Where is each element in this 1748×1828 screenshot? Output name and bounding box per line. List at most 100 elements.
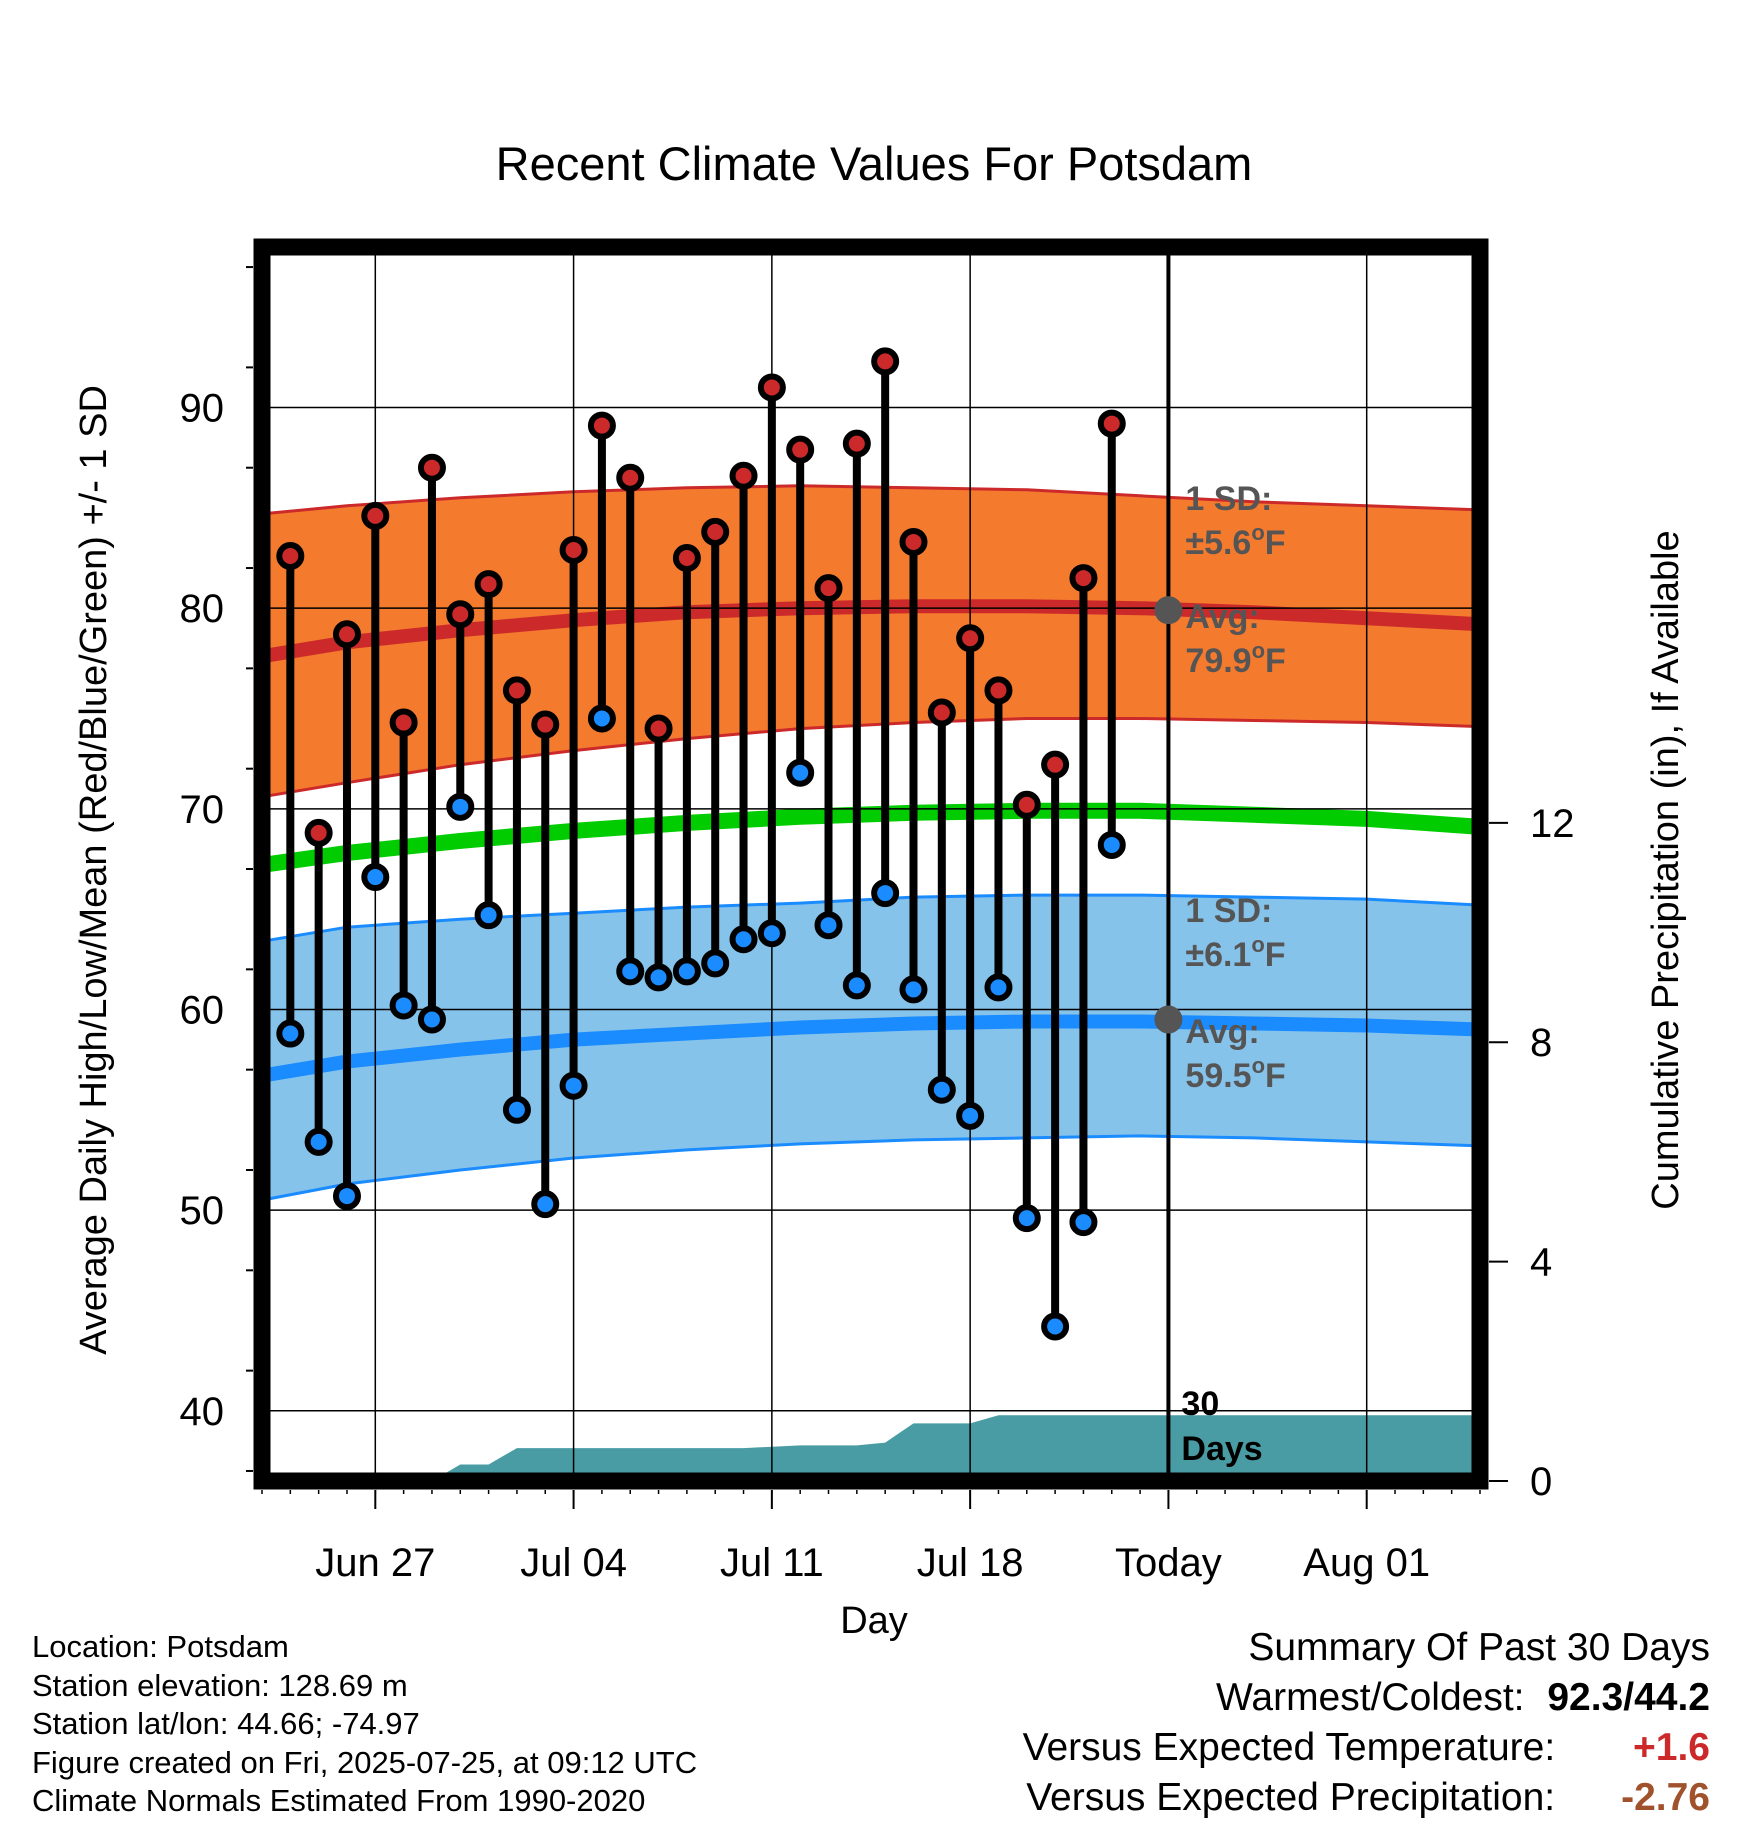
temp-label: Versus Expected Temperature: xyxy=(1022,1726,1556,1769)
daily-high-point xyxy=(956,624,985,653)
daily-high-point xyxy=(304,818,333,847)
daily-high-point xyxy=(559,535,588,564)
daily-low-point xyxy=(616,957,645,986)
summary-temp: Versus Expected Temperature: +1.6 xyxy=(1023,1723,1710,1773)
daily-high-point xyxy=(871,347,900,376)
daily-low-point xyxy=(842,971,871,1000)
daily-low-point xyxy=(729,925,758,954)
daily-high-point xyxy=(446,600,475,629)
days-unit-label: Days xyxy=(1181,1430,1262,1468)
precipitation-area xyxy=(262,1415,1480,1481)
daily-high-point xyxy=(672,544,701,573)
low-sd-value: ±6.1oF xyxy=(1185,932,1285,974)
daily-low-point xyxy=(757,919,786,948)
daily-low-point xyxy=(531,1190,560,1219)
daily-high-point xyxy=(729,461,758,490)
low-average-marker xyxy=(1154,1005,1183,1034)
info-location: Location: Potsdam xyxy=(32,1629,289,1664)
high-sd-band xyxy=(262,485,1480,797)
daily-high-point xyxy=(474,570,503,599)
x-tick-label: Jul 18 xyxy=(917,1541,1024,1585)
y-tick-label: 70 xyxy=(180,788,225,832)
x-tick-label: Today xyxy=(1115,1541,1222,1585)
x-tick-label: Jul 04 xyxy=(520,1541,627,1585)
daily-high-point xyxy=(531,710,560,739)
daily-low-point xyxy=(927,1075,956,1104)
y-tick-label: 50 xyxy=(180,1189,225,1233)
daily-low-point xyxy=(417,1005,446,1034)
average-low-line xyxy=(260,1014,1481,1083)
x-tick-label: Jul 11 xyxy=(720,1541,824,1585)
daily-high-point xyxy=(389,708,418,737)
daily-low-point xyxy=(1097,830,1126,859)
daily-low-point xyxy=(1069,1208,1098,1237)
daily-high-point xyxy=(757,373,786,402)
summary-precip: Versus Expected Precipitation: -2.76 xyxy=(1023,1773,1710,1823)
daily-low-point xyxy=(814,911,843,940)
daily-high-point xyxy=(502,676,531,705)
low-lower-sd-line xyxy=(261,1134,1481,1202)
y2-tick-label: 8 xyxy=(1530,1021,1552,1065)
daily-high-point xyxy=(276,542,305,571)
low-avg-value: 59.5oF xyxy=(1185,1053,1285,1095)
y-tick-label: 90 xyxy=(180,387,225,431)
precip-label: Versus Expected Precipitation: xyxy=(1026,1776,1556,1819)
daily-low-point xyxy=(899,975,928,1004)
daily-low-point xyxy=(332,1182,361,1211)
high-avg-value: 79.9oF xyxy=(1185,638,1285,680)
daily-low-point xyxy=(786,758,815,787)
info-elevation: Station elevation: 128.69 m xyxy=(32,1667,408,1703)
daily-low-point xyxy=(644,963,673,992)
daily-low-point xyxy=(361,863,390,892)
daily-high-point xyxy=(332,620,361,649)
daily-low-point xyxy=(559,1071,588,1100)
days-count-label: 30 xyxy=(1181,1385,1219,1423)
grid-lines xyxy=(262,247,1480,1481)
x-tick-label: Aug 01 xyxy=(1303,1541,1430,1585)
precip-value: -2.76 xyxy=(1621,1776,1710,1819)
low-sd-band xyxy=(262,895,1480,1201)
daily-low-point xyxy=(984,973,1013,1002)
daily-high-point xyxy=(616,463,645,492)
daily-low-point xyxy=(701,949,730,978)
summary-title: Summary Of Past 30 Days xyxy=(1248,1626,1710,1669)
daily-low-point xyxy=(871,879,900,908)
daily-low-point xyxy=(502,1095,531,1124)
low-avg-label: Avg: xyxy=(1185,1013,1259,1051)
chart-title: Recent Climate Values For Potsdam xyxy=(496,137,1253,190)
y2-tick-label: 12 xyxy=(1530,802,1575,846)
daily-low-point xyxy=(1041,1312,1070,1341)
plot-frame xyxy=(253,238,1489,1490)
daily-low-point xyxy=(389,991,418,1020)
daily-high-point xyxy=(1097,409,1126,438)
daily-low-point xyxy=(672,957,701,986)
daily-high-point xyxy=(927,698,956,727)
info-latlon: Station lat/lon: 44.66; -74.97 xyxy=(32,1706,420,1741)
daily-high-point xyxy=(786,435,815,464)
y-tick-label: 80 xyxy=(180,587,225,631)
daily-high-point xyxy=(1012,790,1041,819)
daily-high-point xyxy=(1069,564,1098,593)
daily-high-point xyxy=(701,517,730,546)
warm-cold-value: 92.3/44.2 xyxy=(1547,1676,1710,1719)
daily-high-point xyxy=(814,574,843,603)
low-sd-label: 1 SD: xyxy=(1185,892,1272,930)
daily-low-point xyxy=(1012,1204,1041,1233)
daily-low-point xyxy=(956,1101,985,1130)
high-sd-value: ±5.6oF xyxy=(1185,520,1285,562)
daily-low-point xyxy=(587,704,616,733)
daily-high-point xyxy=(587,411,616,440)
y-tick-label: 60 xyxy=(180,988,225,1032)
daily-high-point xyxy=(417,453,446,482)
high-sd-label: 1 SD: xyxy=(1185,480,1272,518)
daily-high-point xyxy=(842,429,871,458)
info-normals: Climate Normals Estimated From 1990-2020 xyxy=(32,1783,646,1818)
y2-tick-label: 0 xyxy=(1530,1460,1552,1504)
station-info: Location: Potsdam Station elevation: 128… xyxy=(32,1628,697,1821)
y-tick-label: 40 xyxy=(180,1390,225,1434)
daily-low-point xyxy=(474,901,503,930)
daily-low-point xyxy=(304,1127,333,1156)
daily-high-point xyxy=(361,501,390,530)
x-tick-label: Jun 27 xyxy=(315,1541,435,1585)
